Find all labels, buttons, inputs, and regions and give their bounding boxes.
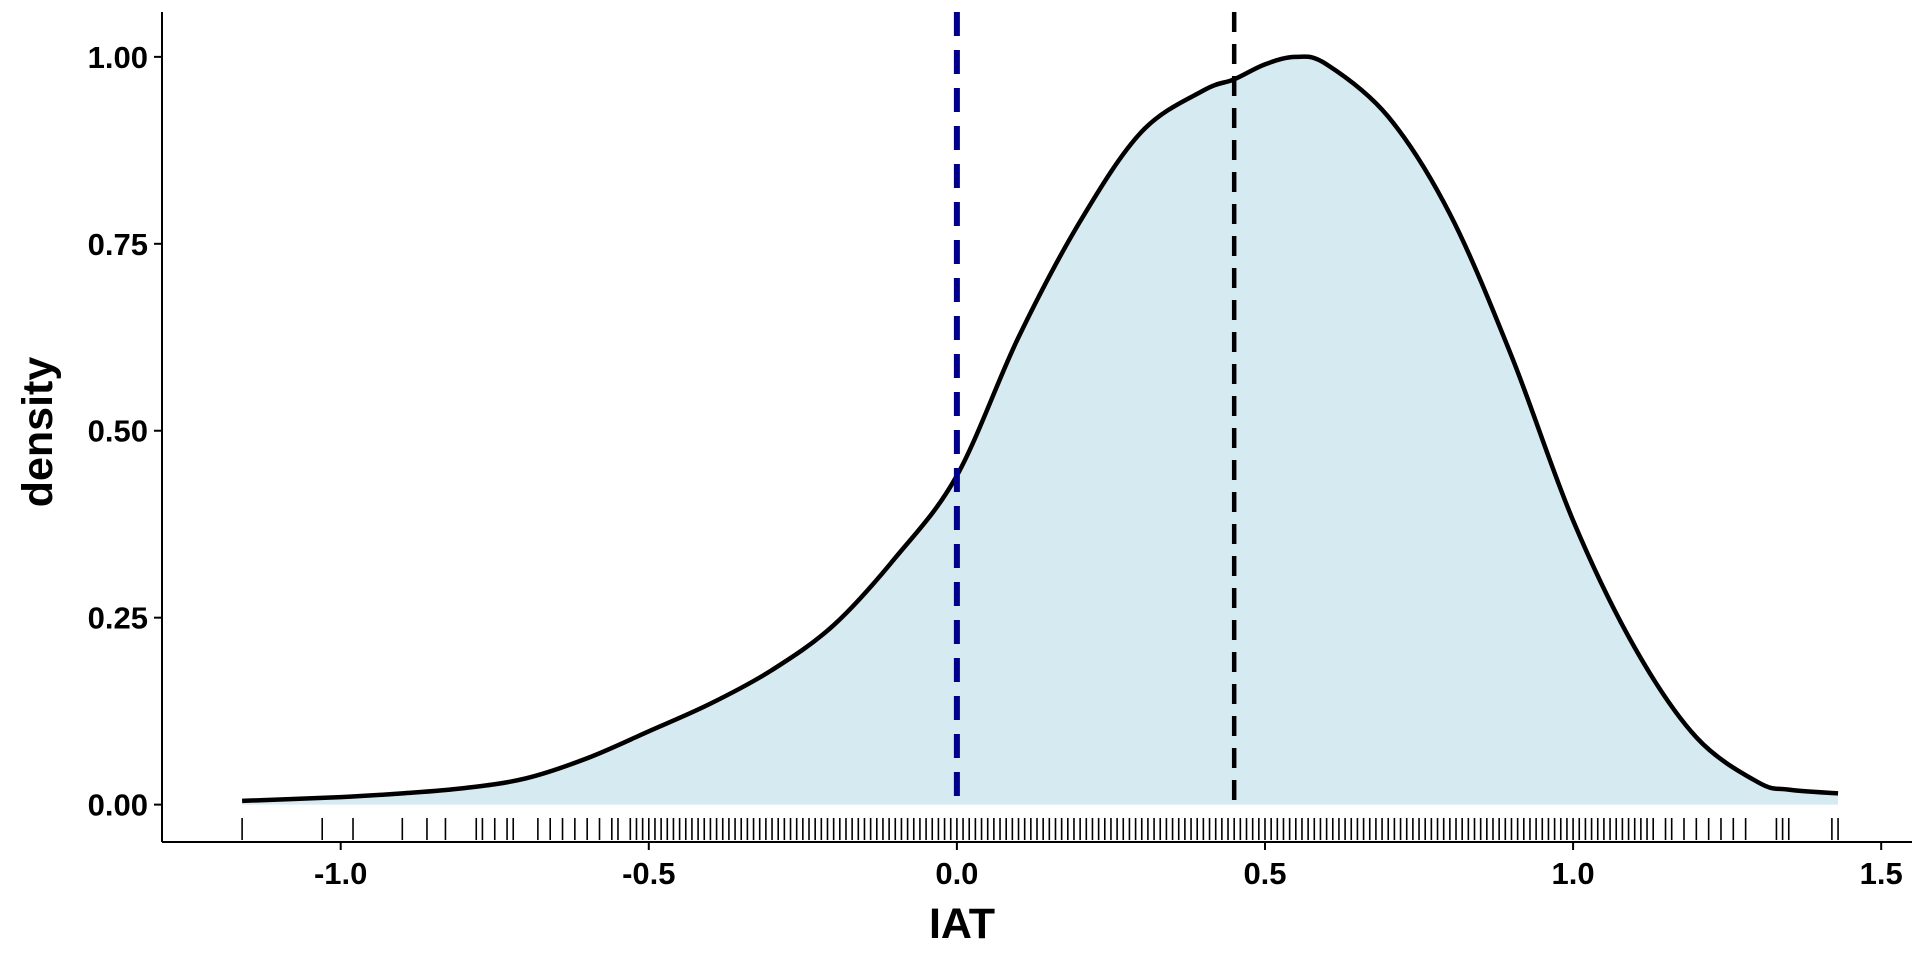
y-tick-label: 0.50 xyxy=(88,414,148,449)
x-tick-label: -1.0 xyxy=(314,856,367,891)
y-axis-ticks: 0.00 0.25 0.50 0.75 1.00 xyxy=(88,40,162,823)
rug-ticks xyxy=(241,818,1839,840)
density-curve-line xyxy=(242,54,1839,804)
plot-area xyxy=(241,12,1839,840)
x-axis-ticks: -1.0 -0.5 0.0 0.5 1.0 1.5 xyxy=(314,842,1903,891)
x-axis-title: IAT xyxy=(929,900,995,948)
y-tick-label: 0.75 xyxy=(88,227,148,262)
axes: 0.00 0.25 0.50 0.75 1.00 -1.0 -0.5 0.0 0.5 1.0 1.… xyxy=(88,12,1912,891)
x-tick-label: 1.5 xyxy=(1860,856,1903,891)
y-axis-title: density xyxy=(14,357,62,508)
y-tick-label: 0.25 xyxy=(88,601,148,636)
y-tick-label: 0.00 xyxy=(88,788,148,823)
y-tick-label: 1.00 xyxy=(88,40,148,75)
x-tick-label: 0.0 xyxy=(935,856,978,891)
x-tick-label: 1.0 xyxy=(1552,856,1595,891)
x-tick-label: -0.5 xyxy=(622,856,675,891)
x-tick-label: 0.5 xyxy=(1243,856,1286,891)
density-area-fill xyxy=(242,56,1839,805)
reference-lines xyxy=(953,12,1237,805)
